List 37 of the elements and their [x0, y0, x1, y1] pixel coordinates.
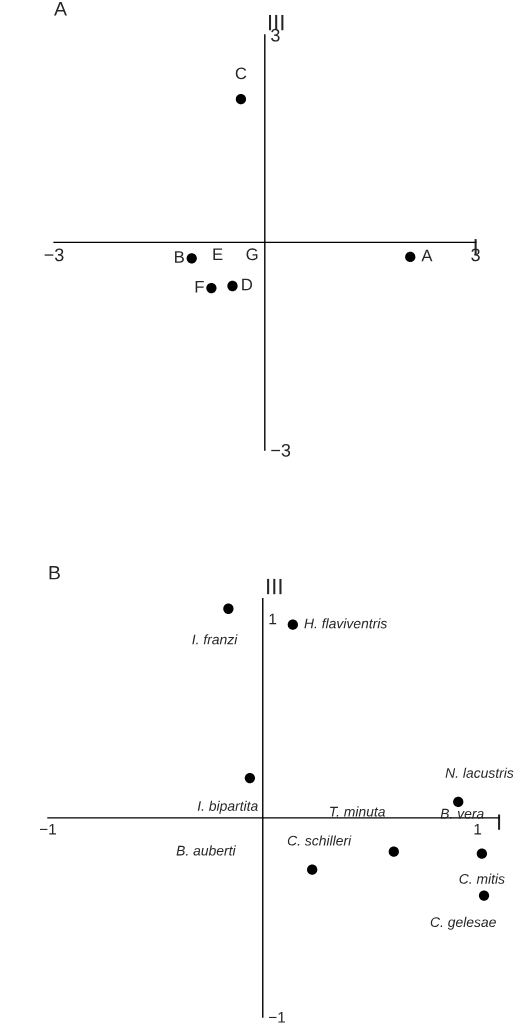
annotation: C	[235, 67, 247, 80]
y-tick-label: −3	[271, 443, 291, 457]
chart-title: A	[54, 2, 67, 16]
y-axis-title: III	[267, 578, 282, 595]
point	[227, 280, 238, 292]
annotation: H. flaviventris	[304, 618, 388, 629]
point	[476, 848, 488, 859]
chart-title: B	[49, 565, 60, 580]
point	[453, 796, 464, 808]
y-tick-label: 1	[269, 613, 277, 625]
annotation: B	[175, 251, 184, 263]
annotation: G	[246, 248, 258, 261]
point	[307, 864, 318, 875]
annotation: I. bipartita	[197, 800, 258, 814]
annotation: C. gelesae	[430, 916, 496, 930]
annotation: C. mitis	[459, 873, 505, 884]
annotation: C. schilleri	[287, 835, 352, 846]
y-tick-label: −1	[269, 1012, 285, 1023]
point	[206, 282, 217, 294]
annotation: A	[421, 249, 433, 262]
point	[186, 253, 197, 264]
annotation: B. vera	[440, 808, 484, 819]
x-axis-title: I	[498, 814, 501, 830]
annotation: E	[213, 248, 223, 261]
annotation: D	[242, 278, 253, 291]
annotation: I. franzi	[192, 634, 238, 645]
annotation: B. auberti	[176, 845, 236, 856]
point	[405, 251, 416, 263]
annotation: N. lacustris	[445, 767, 514, 778]
point	[223, 603, 234, 614]
point	[235, 94, 247, 105]
point	[244, 772, 256, 784]
point	[388, 846, 399, 857]
annotation: T. minuta	[330, 806, 386, 817]
annotation: F	[195, 280, 204, 293]
point	[287, 619, 298, 630]
point	[478, 890, 490, 901]
